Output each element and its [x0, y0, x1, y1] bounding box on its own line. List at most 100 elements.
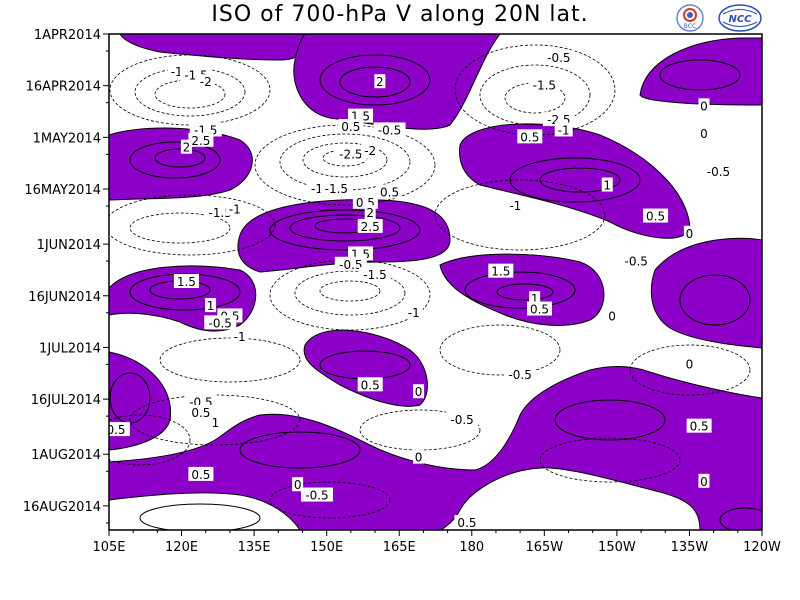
contour-label: 0.5	[520, 130, 539, 144]
contour-label-background	[413, 449, 425, 464]
x-tick-label: 150E	[310, 540, 343, 555]
contour-label: 2.5	[361, 220, 380, 234]
contour-label: 0.5	[646, 210, 665, 224]
contour-label: -0.5	[625, 254, 648, 268]
x-tick-label: 105E	[92, 540, 125, 555]
contour-label-background	[357, 377, 383, 392]
contour-label-background	[320, 181, 353, 195]
contour-label-background	[698, 98, 710, 113]
contour-label: 1	[531, 292, 539, 306]
contour-label: -0.5	[707, 165, 730, 179]
contour-label-background	[364, 205, 376, 220]
contour-label: 0.5	[191, 406, 210, 420]
contour-label-background	[204, 315, 237, 330]
contour-label: 0	[415, 451, 423, 465]
contour-label-background	[209, 415, 221, 430]
contour-label-background	[357, 218, 383, 233]
y-tick-label: 1AUG2014	[31, 448, 101, 463]
contour-label: 1	[207, 299, 215, 313]
contour-label: 0	[700, 475, 708, 489]
contour-label: -1	[311, 182, 323, 196]
contour-label-background	[377, 184, 403, 199]
contour-labels: -1 -1.5-2 2-0.5-1.50-1.52.521.50.5 -0.5-2.5…	[109, 50, 735, 530]
x-tick-label: 135W	[671, 540, 709, 555]
contour-label-background	[454, 515, 480, 530]
contour-label-background	[504, 367, 537, 381]
contour-label-background	[338, 119, 364, 133]
contour-label: -1	[558, 123, 570, 137]
contour-label: 0.5	[191, 468, 210, 482]
contour-label-background	[180, 139, 192, 154]
contour-label-background	[643, 208, 669, 223]
contour-label-background	[620, 253, 653, 268]
contour-label: -1	[229, 203, 241, 217]
contour-label-background	[300, 487, 333, 502]
contour-label: -0.5	[378, 123, 401, 137]
ncc-logo-text: NCC	[728, 14, 752, 25]
x-axis: 105E 120E 135E 150E 165E 180 165W 150W 135W 120W	[92, 530, 781, 555]
contour-label: -0.5	[547, 51, 570, 65]
contour-label-background	[529, 291, 541, 306]
y-tick-label: 1APR2014	[34, 28, 101, 43]
contour-label: 1	[603, 179, 611, 193]
contour-label: -2	[200, 75, 212, 89]
y-tick-label: 16APR2014	[26, 80, 101, 95]
contour-label: -1.5	[533, 79, 556, 93]
contour-label-background	[373, 122, 406, 137]
positive-region-june-center	[237, 199, 451, 273]
solid-contour-lines	[109, 54, 762, 530]
x-tick-label: 120W	[743, 540, 781, 555]
contour-label-background	[109, 422, 130, 437]
contour-label-background	[334, 146, 367, 161]
contour-label: 2	[183, 141, 191, 155]
contour-label-background	[230, 329, 249, 344]
contour-label: -0.5	[305, 489, 328, 503]
contour-label: -1	[234, 330, 246, 344]
contour-label-background	[601, 177, 613, 192]
contour-label: 2	[366, 206, 374, 220]
x-tick-label: 180	[459, 540, 484, 555]
contour-label: 0.5	[457, 516, 476, 530]
contour-label: -2.5	[339, 148, 362, 162]
contour-label: 0.5	[341, 120, 360, 134]
contour-label: -0.5	[339, 258, 362, 272]
contour-label: 0.5	[690, 420, 709, 434]
x-tick-label: 150W	[598, 540, 636, 555]
contour-label: 0.5	[530, 303, 549, 317]
contour-label: 0.5	[380, 185, 399, 199]
bcc-logo-text: BCC	[684, 23, 696, 30]
contour-label-background	[359, 267, 392, 282]
x-tick-label: 120E	[165, 540, 198, 555]
contour-label: -0.5	[209, 316, 232, 330]
contour-label-background	[225, 201, 244, 216]
contour-label-background	[702, 163, 735, 178]
contour-label-background	[683, 356, 695, 371]
contour-label: 2	[376, 75, 384, 89]
positive-region-july-center	[303, 329, 428, 407]
contour-label: 0	[686, 227, 694, 241]
contour-label: 0	[294, 478, 302, 492]
contour-label-background	[188, 404, 214, 419]
contour-label-background	[334, 256, 367, 271]
contour-label: -0.5	[450, 413, 473, 427]
y-tick-label: 1JUL2014	[39, 341, 101, 356]
positive-region-top-east	[639, 37, 762, 106]
contour-label-background	[554, 122, 573, 137]
plot-area: -1 -1.5-2 2-0.5-1.50-1.52.521.50.5 -0.5-2.5…	[109, 34, 762, 530]
contour-label-background	[361, 143, 380, 158]
contour-label: 0	[415, 385, 423, 399]
contour-label-background	[446, 411, 479, 426]
contour-label-background	[683, 225, 695, 240]
contour-label-background	[698, 473, 710, 488]
contour-label: 0	[700, 99, 708, 113]
contour-label-background	[698, 125, 710, 140]
chart-title: ISO of 700-hPa V along 20N lat.	[211, 2, 589, 27]
contour-label: 0	[700, 127, 708, 141]
contour-label: -1	[408, 306, 420, 320]
contour-label-background	[404, 305, 423, 319]
contour-label-background	[528, 77, 561, 92]
x-tick-label: 165E	[383, 540, 416, 555]
contour-label: 0.5	[361, 378, 380, 392]
y-tick-label: 16JUN2014	[28, 290, 101, 305]
